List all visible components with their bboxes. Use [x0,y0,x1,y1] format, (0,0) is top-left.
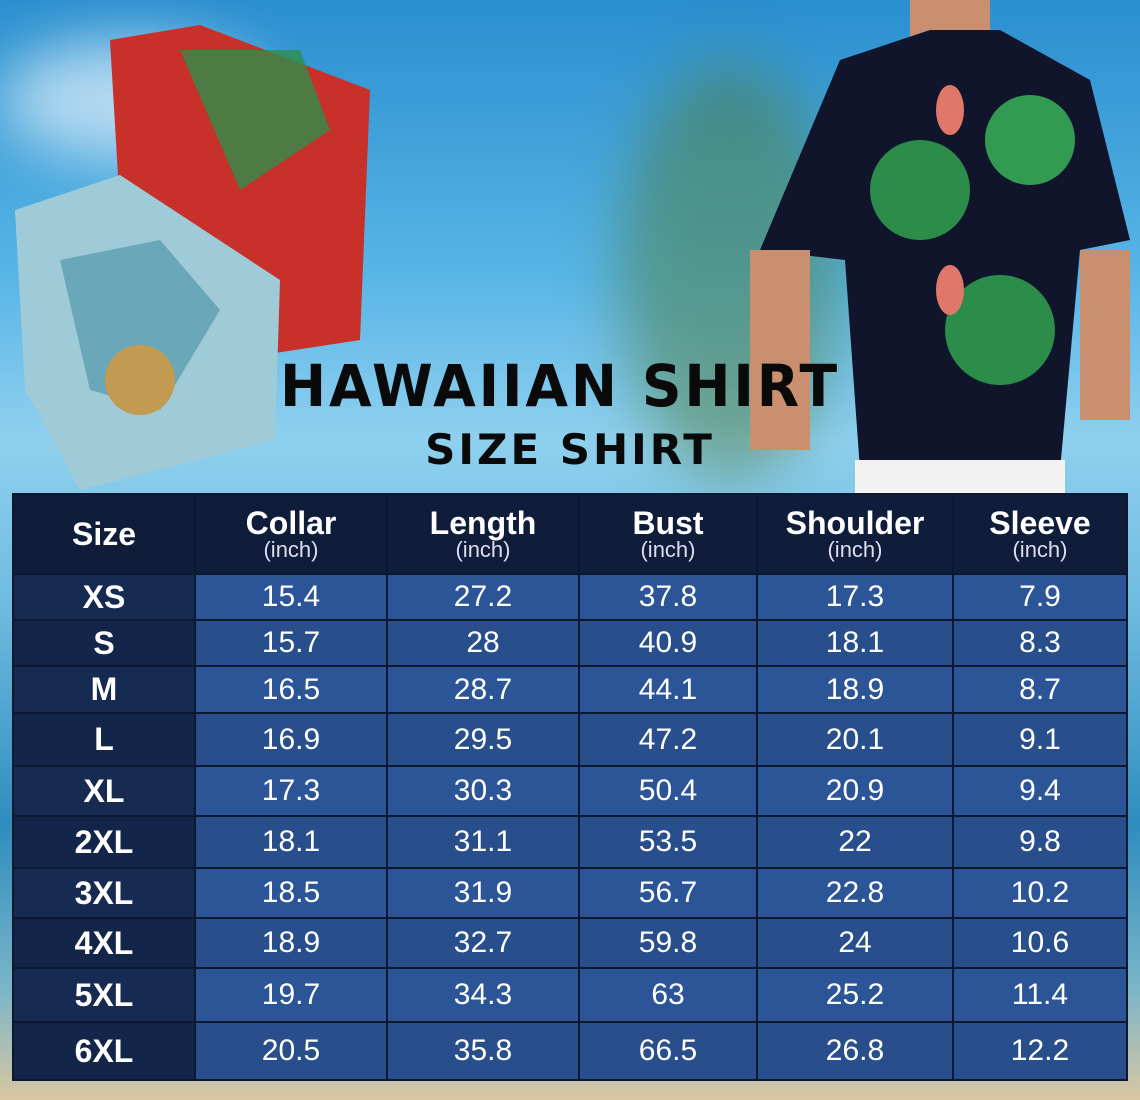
table-row: 2XL 18.1 31.1 53.5 22 9.8 [14,817,1126,867]
measurement-cell: 28 [388,621,578,665]
size-cell: 2XL [14,817,194,867]
measurement-cell: 59.8 [580,919,756,967]
measurement-cell: 44.1 [580,667,756,712]
size-cell: XL [14,767,194,815]
measurement-cell: 17.3 [758,575,952,619]
measurement-cell: 32.7 [388,919,578,967]
measurement-cell: 22 [758,817,952,867]
table-row: 5XL 19.7 34.3 63 25.2 11.4 [14,969,1126,1021]
table-row: XL 17.3 30.3 50.4 20.9 9.4 [14,767,1126,815]
measurement-cell: 9.8 [954,817,1126,867]
header-collar: Collar (inch) [196,495,386,573]
measurement-cell: 34.3 [388,969,578,1021]
measurement-cell: 31.9 [388,869,578,917]
measurement-cell: 50.4 [580,767,756,815]
folded-shirts-image [15,25,370,490]
header-sleeve: Sleeve (inch) [954,495,1126,573]
table-row: 4XL 18.9 32.7 59.8 24 10.6 [14,919,1126,967]
measurement-cell: 9.1 [954,714,1126,765]
measurement-cell: 20.5 [196,1023,386,1079]
measurement-cell: 29.5 [388,714,578,765]
size-cell: L [14,714,194,765]
header-shoulder: Shoulder (inch) [758,495,952,573]
measurement-cell: 15.4 [196,575,386,619]
measurement-cell: 56.7 [580,869,756,917]
size-cell: 3XL [14,869,194,917]
measurement-cell: 16.5 [196,667,386,712]
measurement-cell: 63 [580,969,756,1021]
table-row: 6XL 20.5 35.8 66.5 26.8 12.2 [14,1023,1126,1079]
measurement-cell: 8.3 [954,621,1126,665]
measurement-cell: 8.7 [954,667,1126,712]
measurement-cell: 37.8 [580,575,756,619]
table-row: XS 15.4 27.2 37.8 17.3 7.9 [14,575,1126,619]
size-cell: 5XL [14,969,194,1021]
measurement-cell: 12.2 [954,1023,1126,1079]
header-size: Size [14,495,194,573]
header-row: Size Collar (inch) Length (inch) Bust (inch… [14,495,1126,573]
size-cell: XS [14,575,194,619]
measurement-cell: 17.3 [196,767,386,815]
measurement-cell: 47.2 [580,714,756,765]
measurement-cell: 18.9 [758,667,952,712]
header-length: Length (inch) [388,495,578,573]
measurement-cell: 9.4 [954,767,1126,815]
measurement-cell: 30.3 [388,767,578,815]
page-title: HAWAIIAN SHIRT [280,352,840,420]
measurement-cell: 18.1 [758,621,952,665]
measurement-cell: 31.1 [388,817,578,867]
measurement-cell: 40.9 [580,621,756,665]
measurement-cell: 18.9 [196,919,386,967]
measurement-cell: 20.9 [758,767,952,815]
measurement-cell: 35.8 [388,1023,578,1079]
measurement-cell: 10.6 [954,919,1126,967]
table-row: S 15.7 28 40.9 18.1 8.3 [14,621,1126,665]
measurement-cell: 22.8 [758,869,952,917]
measurement-cell: 20.1 [758,714,952,765]
table-row: L 16.9 29.5 47.2 20.1 9.1 [14,714,1126,765]
page-subtitle: SIZE SHIRT [425,425,715,474]
table-row: 3XL 18.5 31.9 56.7 22.8 10.2 [14,869,1126,917]
size-table: Size Collar (inch) Length (inch) Bust (inch… [12,493,1128,1081]
measurement-cell: 27.2 [388,575,578,619]
header-bust: Bust (inch) [580,495,756,573]
measurement-cell: 10.2 [954,869,1126,917]
size-cell: M [14,667,194,712]
measurement-cell: 18.5 [196,869,386,917]
measurement-cell: 66.5 [580,1023,756,1079]
size-cell: S [14,621,194,665]
measurement-cell: 26.8 [758,1023,952,1079]
size-cell: 6XL [14,1023,194,1079]
table-row: M 16.5 28.7 44.1 18.9 8.7 [14,667,1126,712]
measurement-cell: 15.7 [196,621,386,665]
measurement-cell: 28.7 [388,667,578,712]
measurement-cell: 11.4 [954,969,1126,1021]
measurement-cell: 19.7 [196,969,386,1021]
measurement-cell: 7.9 [954,575,1126,619]
measurement-cell: 16.9 [196,714,386,765]
measurement-cell: 18.1 [196,817,386,867]
size-cell: 4XL [14,919,194,967]
measurement-cell: 25.2 [758,969,952,1021]
measurement-cell: 24 [758,919,952,967]
measurement-cell: 53.5 [580,817,756,867]
model-shirt-image [750,0,1130,495]
